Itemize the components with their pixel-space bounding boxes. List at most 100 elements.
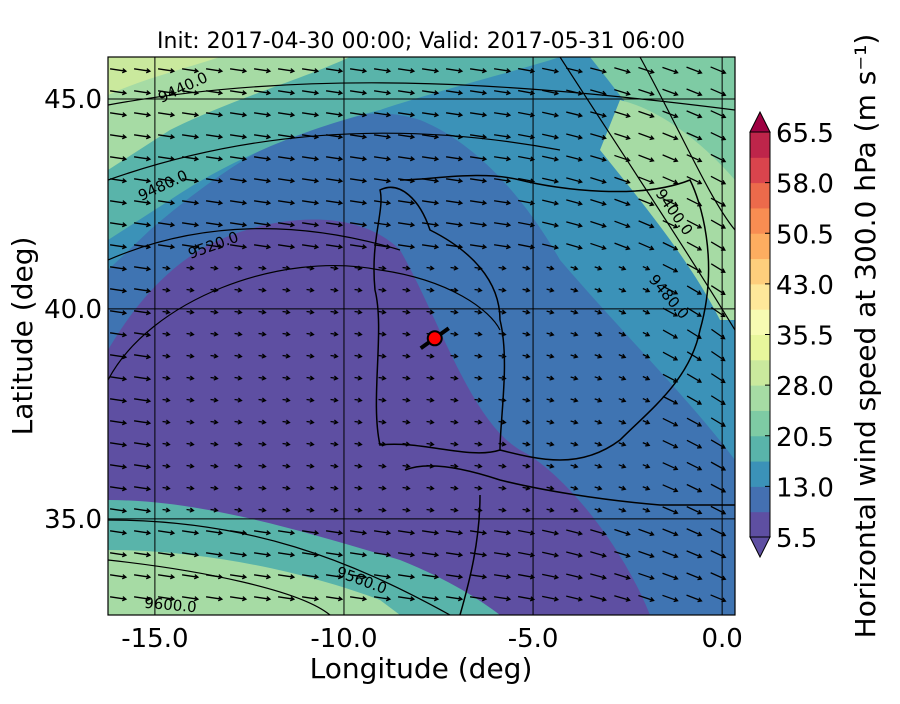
- wind-arrow: [686, 241, 703, 251]
- wind-arrow: [373, 134, 392, 140]
- wind-arrow: [426, 265, 435, 271]
- wind-arrow: [229, 222, 248, 228]
- wind-arrow: [373, 178, 392, 184]
- wind-arrow: [686, 439, 703, 449]
- wind-arrow: [518, 177, 536, 184]
- wind-arrow: [662, 154, 679, 163]
- wind-arrow: [686, 132, 703, 141]
- wind-arrow: [301, 244, 320, 250]
- wind-arrow: [421, 90, 440, 96]
- wind-arrow: [162, 353, 171, 359]
- wind-arrow: [474, 441, 483, 447]
- wind-arrow: [498, 485, 507, 491]
- colorbar-swatch: [750, 258, 770, 285]
- wind-arrow: [282, 375, 291, 381]
- wind-arrow: [469, 156, 488, 162]
- wind-arrow: [306, 287, 315, 293]
- wind-arrow: [306, 309, 315, 315]
- wind-arrow: [426, 419, 435, 425]
- wind-arrow: [109, 112, 128, 118]
- wind-arrow: [542, 89, 560, 96]
- wind-arrow: [493, 244, 512, 250]
- wind-arrow: [157, 68, 176, 74]
- wind-arrow: [522, 309, 531, 315]
- wind-arrow: [229, 68, 248, 74]
- wind-arrow: [133, 310, 152, 316]
- colorbar-swatch: [750, 233, 770, 260]
- wind-arrow: [234, 441, 243, 447]
- wind-arrow: [614, 89, 631, 96]
- wind-arrow: [594, 485, 603, 491]
- wind-arrow: [642, 419, 651, 425]
- wind-arrow: [493, 178, 512, 184]
- wind-arrow: [662, 198, 679, 207]
- wind-arrow: [498, 331, 507, 337]
- wind-arrow: [253, 244, 272, 250]
- wind-arrow: [253, 552, 272, 558]
- wind-arrow: [402, 441, 411, 447]
- wind-arrow: [498, 265, 507, 271]
- wind-arrow: [662, 110, 679, 119]
- wind-arrow: [445, 112, 464, 118]
- wind-arrow: [397, 112, 416, 118]
- wind-arrow: [378, 419, 387, 425]
- wind-arrow: [614, 550, 631, 558]
- wind-arrow: [234, 287, 243, 293]
- colorbar-swatch: [750, 132, 770, 158]
- wind-arrow: [109, 266, 128, 272]
- wind-arrow: [546, 375, 555, 381]
- wind-arrow: [590, 220, 607, 229]
- wind-arrow: [133, 596, 152, 602]
- wind-arrow: [181, 90, 200, 96]
- wind-arrow: [498, 441, 507, 447]
- wind-arrow: [686, 528, 703, 537]
- wind-arrow: [426, 287, 435, 293]
- wind-arrow: [638, 572, 655, 581]
- wind-arrow: [277, 200, 296, 206]
- wind-arrow: [229, 134, 248, 140]
- wind-arrow: [594, 397, 603, 403]
- wind-arrow: [498, 353, 507, 359]
- wind-arrow: [282, 441, 291, 447]
- wind-arrow: [301, 200, 320, 206]
- wind-arrow: [205, 530, 224, 536]
- wind-arrow: [686, 329, 702, 339]
- wind-arrow: [421, 530, 440, 536]
- wind-arrow: [397, 178, 416, 184]
- wind-arrow: [162, 463, 171, 469]
- wind-arrow: [445, 178, 464, 184]
- wind-arrow: [133, 376, 152, 382]
- wind-arrow: [378, 265, 387, 271]
- wind-arrow: [614, 220, 631, 229]
- wind-arrow: [354, 353, 363, 359]
- colorbar-swatch: [750, 461, 770, 487]
- wind-arrow: [402, 507, 411, 513]
- wind-arrow: [397, 68, 416, 74]
- wind-arrow: [349, 134, 368, 140]
- wind-arrow: [542, 111, 560, 118]
- wind-arrow: [662, 88, 679, 97]
- wind-arrow: [349, 552, 368, 558]
- contour-label: 9600.0: [144, 594, 198, 617]
- wind-arrow: [474, 265, 483, 271]
- wind-arrow: [546, 419, 555, 425]
- wind-arrow: [330, 331, 339, 337]
- wind-arrow: [325, 574, 344, 580]
- wind-arrow: [181, 178, 200, 184]
- wind-arrow: [306, 375, 315, 381]
- wind-arrow: [325, 112, 344, 118]
- wind-arrow: [349, 530, 368, 536]
- wind-arrow: [306, 419, 315, 425]
- wind-arrow: [566, 221, 583, 228]
- wind-arrow: [306, 397, 315, 403]
- wind-arrow: [325, 552, 344, 558]
- wind-arrow: [566, 243, 583, 250]
- wind-arrow: [157, 112, 176, 118]
- wind-arrow: [469, 112, 488, 118]
- wind-arrow: [498, 397, 507, 403]
- wind-arrow: [522, 331, 531, 337]
- plot-frame: [107, 56, 736, 616]
- wind-arrow: [445, 156, 464, 162]
- wind-arrow: [522, 265, 531, 271]
- wind-arrow: [498, 463, 507, 469]
